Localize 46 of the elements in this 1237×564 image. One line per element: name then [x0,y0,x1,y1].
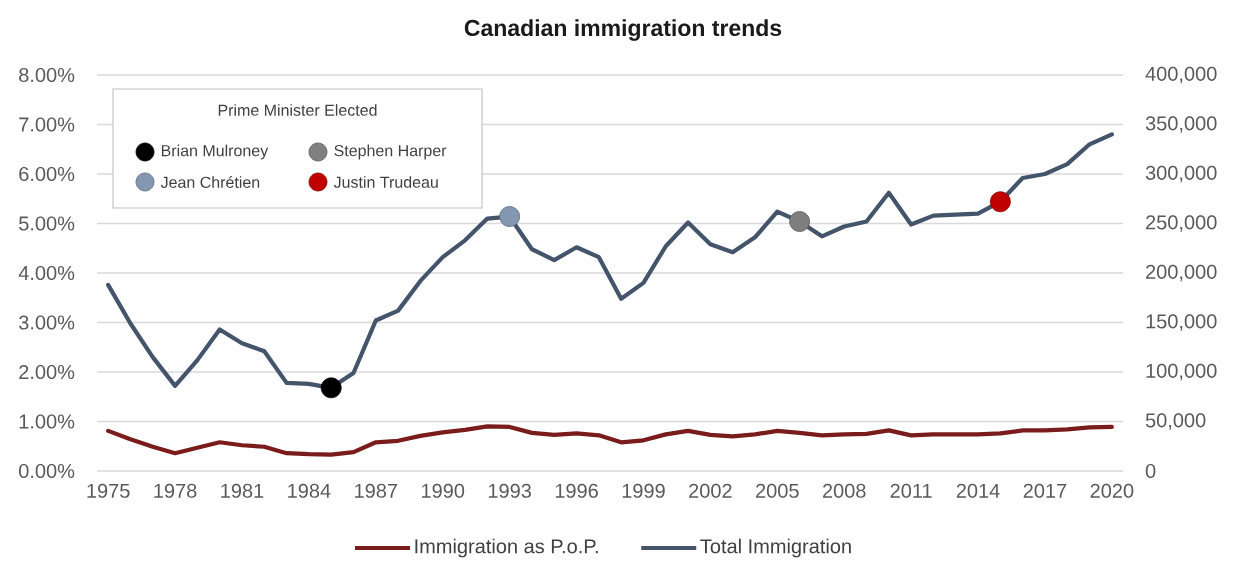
y-tick-label: 3.00% [19,315,75,330]
x-tick-label: 1975 [87,483,130,498]
x-tick-label: 1981 [221,483,264,498]
y-tick-label: 1.00% [19,414,75,429]
y2-tick-label: 200,000 [1146,264,1217,282]
legend-title: Prime Minister Elected [218,104,377,116]
y-tick-label: 6.00% [19,166,75,182]
point [499,206,521,227]
legend-label: Immigration as P.o.P. [415,538,598,558]
x-tick-label: 1999 [622,483,665,498]
legend-label: Total Immigration [700,538,851,558]
legend-label: Brian Mulroney [161,144,269,160]
x-tick-label: 1993 [488,483,531,498]
y-tick-label: 0.00% [19,463,75,479]
x-tick-label: 2005 [756,483,799,498]
y2-tick-label: 250,000 [1146,215,1217,232]
y2-tick-label: 400,000 [1145,66,1217,84]
point [789,211,810,232]
y2-tick-label: 0 [1145,463,1156,479]
x-tick-label: 1990 [422,483,465,498]
legend-label: Jean Chrétien [160,176,260,188]
x-tick-label: 2017 [1023,483,1067,498]
y-tick-label: 4.00% [18,265,75,281]
x-tick-label: 1984 [288,483,331,498]
y2-tick-label: 150,000 [1146,314,1217,331]
y-tick-label: 2.00% [19,364,75,380]
point [989,191,1011,213]
y2-tick-label: 100,000 [1146,363,1217,381]
y-tick-label: 5.00% [19,216,75,231]
x-tick-label: 1996 [555,483,598,498]
legend-label: Stephen Harper [334,144,447,160]
x-tick-label: 2008 [822,483,866,498]
y2-tick-label: 50,000 [1145,413,1206,430]
x-tick-label: 2011 [890,483,932,498]
y2-tick-label: 350,000 [1145,116,1217,133]
chart-title: Canadian immigration trends [464,19,782,41]
x-tick-label: 1978 [154,483,197,498]
point [320,377,342,399]
y2-tick-label: 300,000 [1145,165,1217,183]
legend-label: Justin Trudeau [333,176,438,188]
y-tick-label: 7.00% [19,117,75,132]
x-tick-label: 2020 [1090,483,1134,498]
x-tick-label: 2002 [689,483,732,498]
y-tick-label: 8.00% [19,67,75,83]
x-tick-label: 2014 [956,483,1000,498]
x-tick-label: 1987 [355,483,398,498]
